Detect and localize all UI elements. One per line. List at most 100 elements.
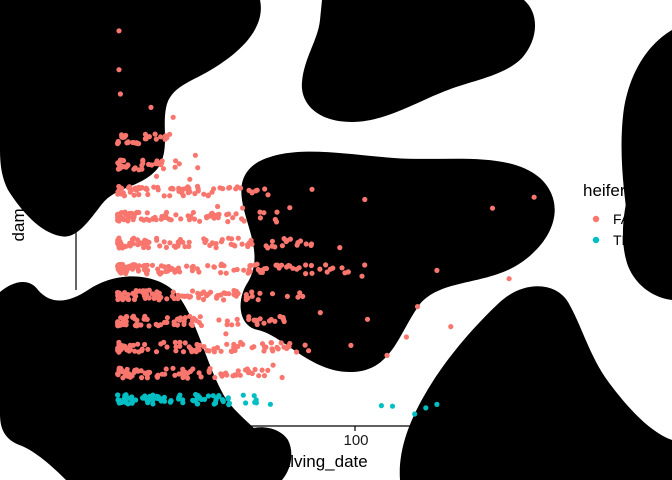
point-false (309, 270, 315, 276)
point-false (232, 243, 238, 249)
point-false (249, 293, 255, 299)
point-false (206, 348, 212, 354)
point-false (234, 184, 240, 190)
point-false (167, 131, 173, 137)
point-false (257, 215, 263, 221)
point-true (133, 397, 139, 403)
point-false (143, 267, 149, 273)
point-false (173, 348, 179, 354)
point-false (192, 152, 198, 158)
point-false (146, 295, 152, 301)
point-false (225, 219, 231, 225)
point-false (132, 322, 138, 329)
point-false (257, 316, 263, 322)
point-true (168, 398, 174, 404)
point-false (211, 346, 217, 352)
point-false (131, 296, 138, 303)
point-false (249, 370, 255, 377)
point-false (246, 316, 252, 322)
point-false (145, 369, 151, 375)
point-true (190, 397, 196, 403)
point-false (297, 290, 303, 296)
point-false (158, 134, 164, 140)
point-false (153, 217, 159, 223)
point-false (223, 370, 229, 376)
point-false (249, 289, 255, 295)
point-false (135, 341, 141, 347)
point-false (286, 343, 292, 349)
point-false (129, 187, 135, 193)
point-false (136, 167, 142, 173)
point-false (172, 339, 178, 345)
point-false (182, 315, 188, 321)
point-false (295, 240, 301, 246)
point-false (145, 191, 151, 198)
point-false (216, 317, 222, 323)
point-false (172, 372, 178, 378)
point-false (448, 324, 454, 330)
point-false (120, 190, 126, 196)
point-false (169, 185, 175, 191)
point-false (434, 267, 440, 273)
point-false (164, 319, 170, 325)
point-false (364, 316, 371, 322)
point-false (134, 237, 141, 243)
point-false (144, 238, 150, 244)
point-true (434, 401, 440, 407)
point-false (167, 193, 173, 199)
point-false (144, 210, 150, 216)
point-false (182, 340, 188, 346)
point-true (226, 402, 232, 408)
point-false (132, 348, 138, 354)
point-false (348, 342, 354, 348)
point-false (246, 267, 252, 273)
point-false (161, 193, 167, 199)
point-false (133, 187, 139, 193)
point-false (196, 295, 202, 301)
point-false (115, 211, 121, 217)
point-false (177, 339, 183, 345)
point-false (140, 288, 146, 294)
point-false (155, 266, 161, 272)
point-false (189, 322, 195, 328)
point-false (149, 262, 156, 268)
point-false (115, 238, 122, 244)
point-false (241, 267, 247, 273)
point-false (171, 319, 177, 325)
point-true (117, 398, 123, 405)
point-false (121, 217, 127, 223)
point-false (308, 241, 315, 247)
point-false (174, 316, 181, 322)
point-false (337, 245, 343, 251)
point-false (119, 266, 125, 272)
point-false (186, 239, 192, 245)
point-true (251, 393, 257, 399)
point-false (169, 265, 175, 271)
point-false (268, 340, 275, 346)
point-false (125, 140, 131, 146)
point-false (226, 211, 232, 217)
point-false (259, 269, 265, 275)
point-false (253, 317, 259, 323)
point-false (173, 212, 179, 218)
point-false (226, 185, 232, 191)
point-false (138, 216, 144, 222)
point-false (141, 293, 147, 299)
point-false (249, 189, 255, 195)
point-false (196, 370, 202, 376)
point-false (197, 314, 203, 320)
point-false (187, 189, 193, 195)
point-false (362, 196, 368, 203)
point-false (118, 345, 124, 351)
point-false (152, 131, 158, 137)
point-false (270, 348, 276, 354)
point-false (172, 164, 178, 170)
point-false (309, 186, 315, 192)
point-false (230, 215, 236, 221)
point-false (139, 162, 145, 168)
plot-panel: 100 calving_date dam_age (9, 28, 537, 471)
point-false (256, 373, 262, 379)
point-false (115, 292, 121, 299)
point-false (359, 273, 365, 279)
point-false (117, 91, 123, 97)
